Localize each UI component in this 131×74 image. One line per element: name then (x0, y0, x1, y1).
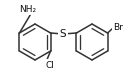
Text: S: S (60, 29, 66, 39)
Text: Cl: Cl (46, 61, 54, 69)
Text: NH₂: NH₂ (19, 5, 37, 13)
Text: Br: Br (113, 22, 123, 32)
